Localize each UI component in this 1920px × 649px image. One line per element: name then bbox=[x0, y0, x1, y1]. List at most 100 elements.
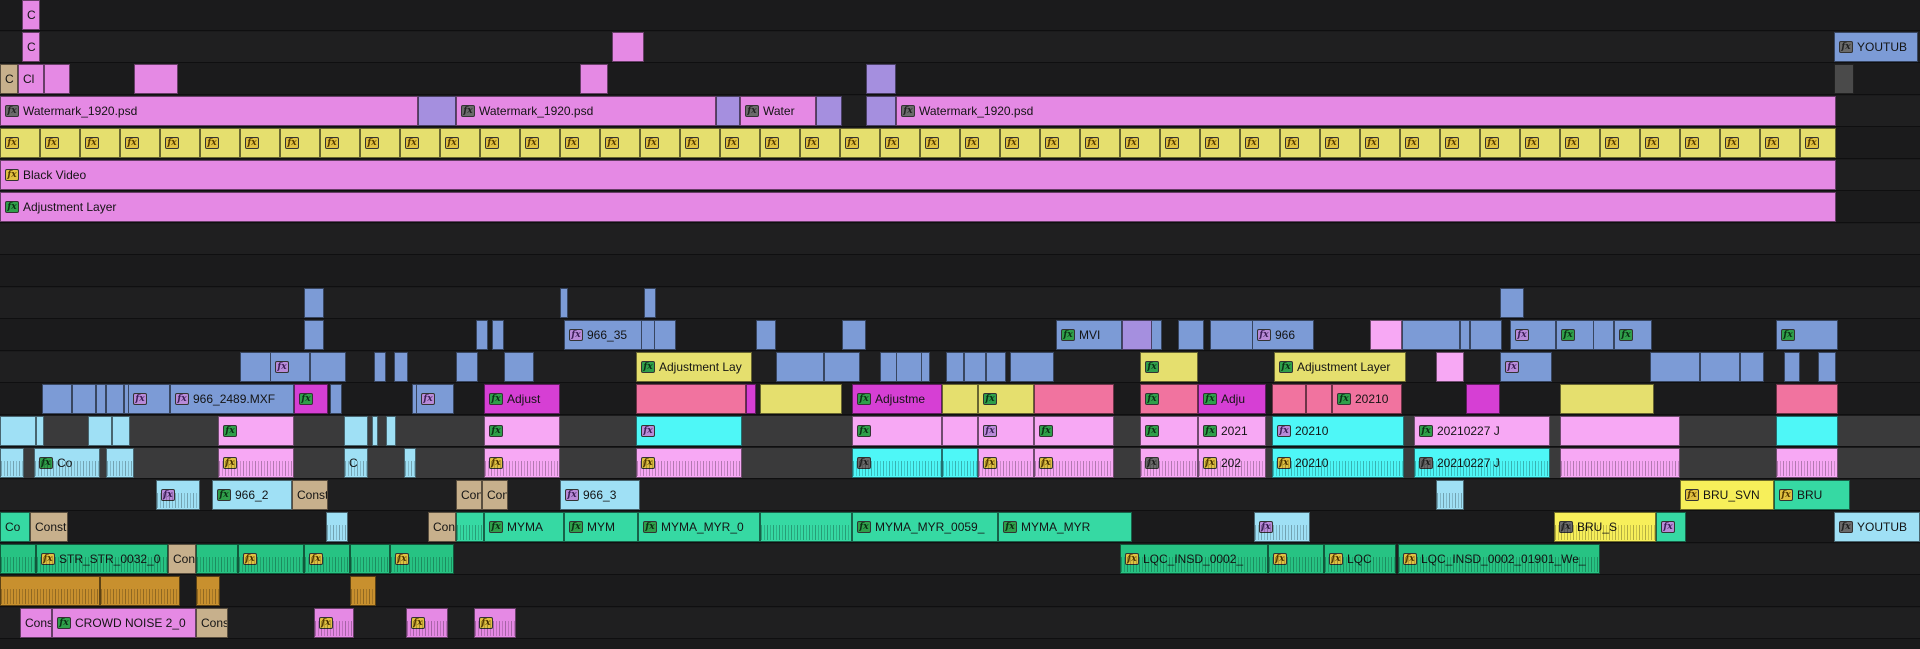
timeline-clip[interactable]: fx bbox=[1656, 512, 1686, 542]
timeline-clip[interactable] bbox=[42, 384, 72, 414]
timeline-clip[interactable] bbox=[1818, 352, 1836, 382]
timeline-clip[interactable] bbox=[1560, 416, 1680, 446]
timeline-clip[interactable]: fx bbox=[1240, 128, 1280, 158]
timeline-clip[interactable]: fx bbox=[1140, 352, 1198, 382]
timeline-clip[interactable] bbox=[492, 320, 504, 350]
timeline-clip[interactable]: fx BRU_SVN bbox=[1680, 480, 1774, 510]
timeline-clip[interactable]: fx bbox=[1080, 128, 1120, 158]
timeline-clip[interactable]: fx CROWD NOISE 2_0 bbox=[52, 608, 196, 638]
timeline-clip[interactable]: fx bbox=[840, 128, 880, 158]
timeline-clip[interactable] bbox=[1500, 288, 1524, 318]
timeline-clip[interactable]: fx 202 bbox=[1198, 448, 1266, 478]
timeline-clip[interactable]: fx bbox=[1360, 128, 1400, 158]
timeline-clip[interactable]: Cons bbox=[482, 480, 508, 510]
timeline-track[interactable] bbox=[0, 288, 1920, 319]
timeline-clip[interactable]: fx Adjustment Lay bbox=[636, 352, 752, 382]
timeline-clip[interactable] bbox=[350, 576, 376, 606]
timeline-clip[interactable]: fx Adju bbox=[1198, 384, 1266, 414]
timeline-clip[interactable]: fx bbox=[852, 448, 942, 478]
timeline-clip[interactable]: fx YOUTUB bbox=[1834, 32, 1918, 62]
timeline-clip[interactable] bbox=[964, 352, 986, 382]
timeline-clip[interactable]: fx bbox=[1480, 128, 1520, 158]
timeline-clip[interactable] bbox=[310, 352, 346, 382]
timeline-track[interactable] bbox=[0, 608, 1920, 639]
timeline-clip[interactable]: fx bbox=[1500, 352, 1552, 382]
timeline-clip[interactable] bbox=[1436, 480, 1464, 510]
timeline-clip[interactable] bbox=[1122, 320, 1152, 350]
timeline-clip[interactable]: fx bbox=[280, 128, 320, 158]
timeline-clip[interactable]: fx bbox=[978, 384, 1034, 414]
timeline-clip[interactable]: Const bbox=[292, 480, 328, 510]
timeline-clip[interactable]: fx Co bbox=[34, 448, 100, 478]
timeline-clip[interactable]: fx 20210227 J bbox=[1414, 416, 1550, 446]
timeline-clip[interactable]: fx MYMA bbox=[484, 512, 564, 542]
timeline-clip[interactable] bbox=[1306, 384, 1332, 414]
timeline-clip[interactable]: fx bbox=[1040, 128, 1080, 158]
timeline-clip[interactable]: fx bbox=[720, 128, 760, 158]
timeline-clip[interactable] bbox=[760, 512, 852, 542]
timeline-clip[interactable] bbox=[942, 416, 978, 446]
timeline-clip[interactable] bbox=[942, 384, 978, 414]
timeline-clip[interactable]: fx Watermark_1920.psd bbox=[0, 96, 418, 126]
timeline-clip[interactable]: fx bbox=[978, 448, 1034, 478]
timeline-track[interactable] bbox=[0, 224, 1920, 255]
timeline-clip[interactable]: fx 966_35 bbox=[564, 320, 642, 350]
timeline-clip[interactable]: fx Watermark_1920.psd bbox=[456, 96, 716, 126]
timeline-clip[interactable] bbox=[0, 416, 36, 446]
timeline-clip[interactable]: fx bbox=[80, 128, 120, 158]
timeline-clip[interactable] bbox=[1560, 384, 1654, 414]
timeline-clip[interactable] bbox=[100, 576, 180, 606]
timeline-clip[interactable]: fx bbox=[1140, 416, 1198, 446]
timeline-clip[interactable]: fx bbox=[640, 128, 680, 158]
timeline-clip[interactable] bbox=[0, 544, 36, 574]
timeline-clip[interactable]: fx bbox=[1254, 512, 1310, 542]
timeline-clip[interactable]: fx 20210 bbox=[1272, 416, 1404, 446]
timeline-clip[interactable]: fx bbox=[484, 416, 560, 446]
timeline-clip[interactable] bbox=[824, 352, 860, 382]
timeline-clip[interactable]: fx 966_2489.MXF bbox=[170, 384, 294, 414]
timeline-clip[interactable] bbox=[326, 512, 348, 542]
timeline-clip[interactable]: fx bbox=[1160, 128, 1200, 158]
timeline-clip[interactable]: Co bbox=[0, 512, 30, 542]
timeline-clip[interactable] bbox=[746, 384, 756, 414]
timeline-clip[interactable] bbox=[842, 320, 866, 350]
timeline-clip[interactable] bbox=[386, 416, 396, 446]
timeline-clip[interactable]: fx bbox=[294, 384, 328, 414]
timeline-clip[interactable]: fx bbox=[238, 544, 304, 574]
timeline-clip[interactable] bbox=[0, 576, 100, 606]
timeline-clip[interactable] bbox=[476, 320, 488, 350]
timeline-clip[interactable]: fx bbox=[1140, 384, 1198, 414]
timeline-clip[interactable] bbox=[1784, 352, 1800, 382]
timeline-clip[interactable]: fx bbox=[560, 128, 600, 158]
timeline-clip[interactable] bbox=[1370, 320, 1402, 350]
timeline-clip[interactable]: fx Adjustment Layer bbox=[0, 192, 1836, 222]
timeline-track[interactable] bbox=[0, 640, 1920, 649]
timeline-clip[interactable] bbox=[1740, 352, 1764, 382]
timeline-clip[interactable] bbox=[106, 448, 134, 478]
timeline-clip[interactable]: fx bbox=[978, 416, 1034, 446]
timeline-clip[interactable]: fx bbox=[304, 544, 350, 574]
timeline-clip[interactable]: fx bbox=[480, 128, 520, 158]
timeline-clip[interactable]: C bbox=[344, 448, 368, 478]
timeline-clip[interactable] bbox=[612, 32, 644, 62]
timeline-clip[interactable]: C bbox=[0, 64, 18, 94]
timeline-clip[interactable] bbox=[1460, 320, 1470, 350]
timeline-clip[interactable]: Cl bbox=[18, 64, 44, 94]
timeline-clip[interactable]: fx MYMA_MYR_0 bbox=[638, 512, 760, 542]
timeline-clip[interactable] bbox=[96, 384, 106, 414]
timeline-clip[interactable] bbox=[134, 64, 178, 94]
timeline-clip[interactable]: fx bbox=[1614, 320, 1652, 350]
timeline-clip[interactable]: fx bbox=[484, 448, 560, 478]
timeline-clip[interactable] bbox=[418, 96, 456, 126]
timeline-clip[interactable]: fx STR_STR_0032_0 bbox=[36, 544, 168, 574]
timeline-clip[interactable] bbox=[44, 64, 70, 94]
timeline-clip[interactable]: fx bbox=[1034, 416, 1114, 446]
timeline-clip[interactable] bbox=[760, 384, 842, 414]
timeline-clip[interactable]: fx 2021 bbox=[1198, 416, 1266, 446]
timeline-clip[interactable]: fx bbox=[1280, 128, 1320, 158]
timeline-clip[interactable] bbox=[304, 288, 324, 318]
timeline-clip[interactable]: fx MYMA_MYR_0059_ bbox=[852, 512, 998, 542]
timeline-track[interactable] bbox=[0, 512, 1920, 543]
timeline-track[interactable] bbox=[0, 128, 1920, 159]
timeline-clip[interactable]: fx Watermark_1920.psd bbox=[896, 96, 1836, 126]
